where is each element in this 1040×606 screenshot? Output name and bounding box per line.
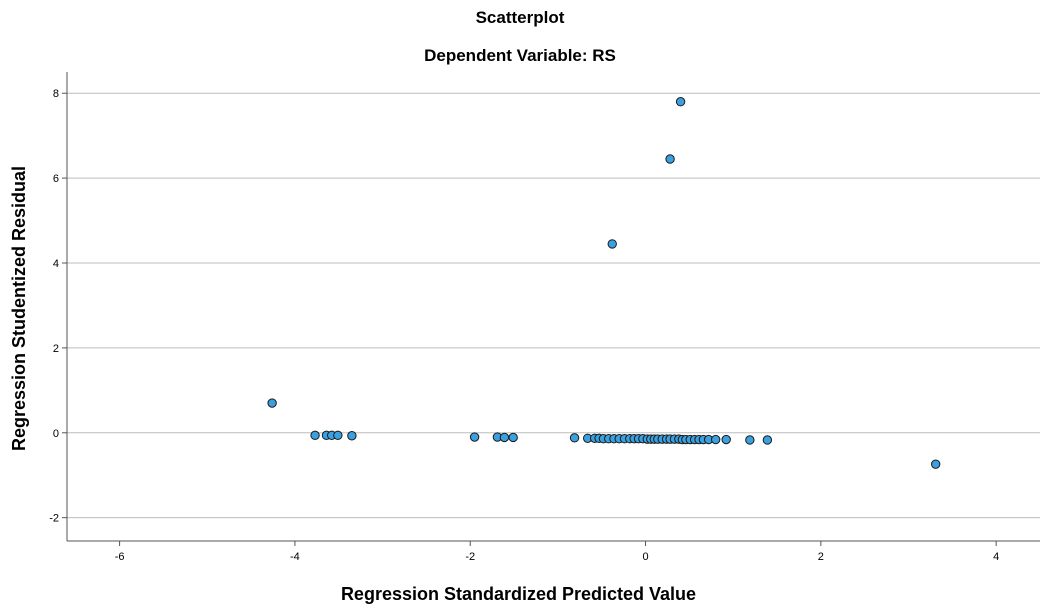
scatter-point (710, 434, 721, 445)
scatter-point (267, 398, 277, 408)
x-tick-label: 4 (993, 551, 999, 563)
scatter-point (665, 154, 675, 164)
scatter-point (745, 435, 755, 445)
y-tick-label: 2 (53, 343, 59, 355)
chart-title: Scatterplot (475, 8, 565, 27)
scatter-point (333, 430, 343, 441)
scatter-point (508, 432, 518, 443)
tick-labels: -2 0 2 4 6 8 -6 -4 -2 0 2 4 (49, 88, 999, 563)
y-tick-label: 8 (53, 88, 59, 100)
scatter-point (721, 434, 731, 445)
scatter-point (499, 432, 510, 443)
x-tick-label: -2 (465, 551, 475, 563)
scatter-point (930, 459, 941, 469)
chart-subtitle: Dependent Variable: RS (424, 46, 616, 65)
x-tick-label: 2 (818, 551, 824, 563)
data-points (267, 97, 941, 469)
y-tick-label: 6 (53, 173, 59, 185)
x-axis-title: Regression Standardized Predicted Value (341, 584, 696, 604)
scatter-point (310, 430, 320, 441)
scatter-point (469, 432, 480, 442)
y-tick-label: 4 (53, 258, 59, 270)
scatter-point (607, 239, 617, 249)
scatter-point (569, 433, 580, 443)
grid-lines (67, 92, 1040, 519)
axes (62, 72, 1040, 546)
y-tick-label: -2 (49, 513, 59, 525)
scatter-point (347, 431, 357, 441)
y-tick-label: 0 (53, 428, 59, 440)
x-tick-label: -4 (290, 551, 300, 563)
scatter-point (762, 435, 773, 445)
scatter-point (675, 97, 686, 107)
y-axis-title: Regression Studentized Residual (9, 166, 29, 451)
x-tick-label: 0 (642, 551, 648, 563)
x-tick-label: -6 (115, 551, 125, 563)
